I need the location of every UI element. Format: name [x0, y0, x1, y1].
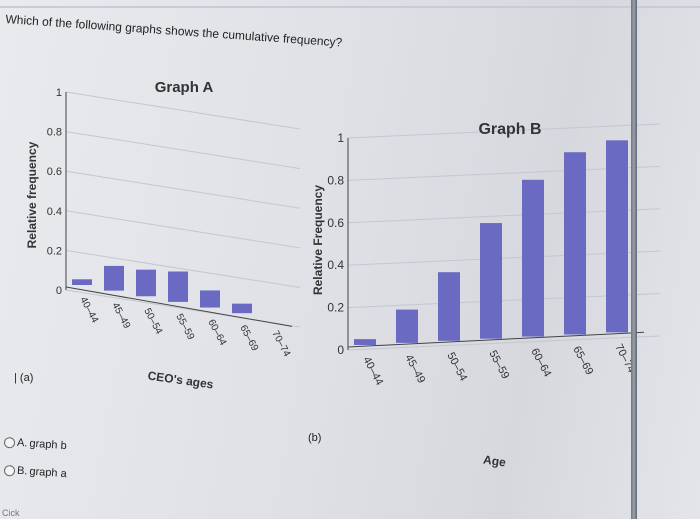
footer-link[interactable]: Cick: [2, 508, 20, 518]
chart-title: Graph A: [155, 79, 214, 96]
x-tick-label: 45–49: [109, 301, 132, 331]
page-top-border: [0, 6, 700, 8]
x-tick-label: 55–59: [173, 312, 196, 342]
y-tick-label: 0: [56, 285, 62, 297]
y-axis-label: Relative frequency: [25, 141, 39, 248]
x-tick-label: 40–44: [360, 355, 385, 388]
bar: [606, 140, 628, 333]
option-a-letter: A.: [16, 436, 28, 450]
x-tick-label: 60–64: [528, 346, 553, 379]
option-b-letter: B.: [16, 464, 28, 478]
bar: [104, 265, 124, 291]
y-tick-label: 0.8: [47, 127, 62, 139]
x-tick-label: 45–49: [402, 353, 427, 386]
y-tick-label: 1: [337, 131, 344, 145]
gridline: [347, 335, 661, 351]
x-tick-label: 50–54: [141, 307, 164, 337]
gridline: [65, 249, 301, 288]
bar: [480, 223, 502, 339]
bar: [438, 272, 460, 341]
x-tick-label: 65–69: [237, 323, 260, 353]
option-a-text: graph b: [29, 437, 68, 453]
x-axis-label: CEO's ages: [147, 368, 215, 391]
chart-a: 0 0.2 0.4 0.6 0.8 1 40–44 45–49 50–54 55–59 60–64 6…: [25, 79, 301, 392]
option-a-radio[interactable]: [3, 436, 16, 449]
x-tick-label: 40–44: [77, 295, 100, 325]
y-tick-label: 0.2: [47, 245, 62, 257]
option-b-text: graph a: [29, 465, 68, 481]
option-b-radio[interactable]: [3, 464, 16, 477]
panel-a-label: | (a): [14, 372, 34, 384]
y-tick-label: 1: [56, 87, 62, 99]
x-tick-label: 55–59: [486, 348, 511, 381]
panel-b-label: (b): [308, 432, 322, 444]
x-tick-label: 60–64: [205, 318, 228, 348]
bar: [354, 339, 376, 345]
x-tick-label: 70–74: [269, 329, 292, 359]
chart-b: 0 0.2 0.4 0.6 0.8 1 40–44 45–49 50–54 55–59 60–64 6…: [311, 121, 661, 470]
x-axis-label: Age: [482, 453, 507, 470]
y-tick-label: 0.4: [47, 206, 62, 218]
x-tick-label: 50–54: [444, 351, 469, 384]
y-tick-label: 0: [337, 343, 344, 357]
bar: [396, 309, 418, 343]
y-axis-label: Relative Frequency: [311, 185, 325, 295]
gridline: [65, 170, 301, 209]
x-axis: [65, 286, 293, 327]
window-divider: [631, 0, 637, 519]
bar: [232, 303, 252, 314]
y-tick-label: 0.6: [327, 216, 344, 230]
gridline: [65, 131, 301, 170]
x-axis: [347, 331, 645, 348]
bar: [136, 269, 156, 297]
y-tick-label: 0.6: [47, 166, 62, 178]
y-tick-label: 0.8: [327, 173, 344, 187]
bar: [522, 179, 544, 337]
gridline: [65, 210, 301, 249]
bar: [200, 290, 220, 308]
x-tick-label: 65–69: [570, 344, 595, 377]
bar: [168, 271, 188, 302]
y-tick-label: 0.4: [327, 258, 344, 272]
bar: [72, 279, 92, 285]
y-tick-label: 0.2: [327, 301, 344, 315]
gridline: [65, 91, 301, 130]
chart-title: Graph B: [478, 121, 541, 138]
bar: [564, 152, 586, 335]
gridline: [347, 123, 661, 139]
